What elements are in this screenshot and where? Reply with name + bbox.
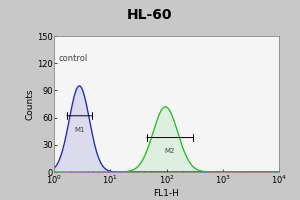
Text: M2: M2 (165, 148, 175, 154)
Text: control: control (58, 54, 88, 63)
X-axis label: FL1-H: FL1-H (154, 189, 179, 198)
Text: HL-60: HL-60 (127, 8, 173, 22)
Y-axis label: Counts: Counts (25, 88, 34, 120)
Text: M1: M1 (74, 127, 85, 133)
